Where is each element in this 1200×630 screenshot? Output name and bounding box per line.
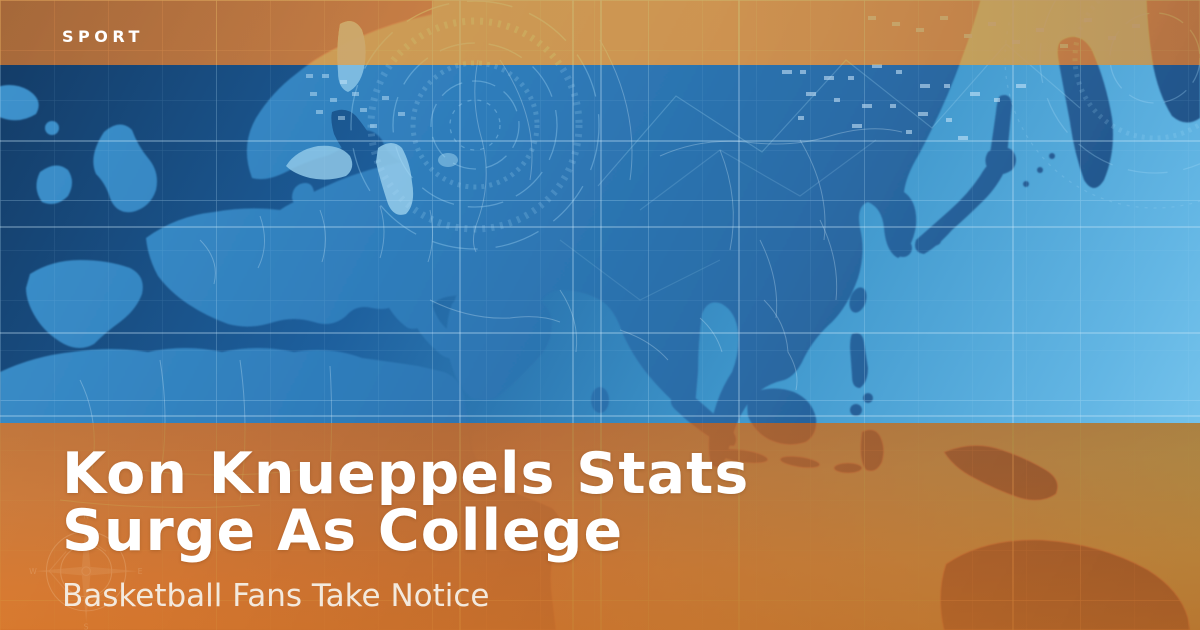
compass-s-label: S <box>84 622 89 630</box>
headline-overlay <box>0 423 1200 630</box>
category-band-wash <box>0 0 1200 65</box>
compass-rose-icon: N E S W <box>29 513 143 630</box>
category-label: SPORT <box>62 27 144 46</box>
compass-w-label: W <box>29 567 37 576</box>
headline-line-2: Surge As College <box>62 498 624 564</box>
subtitle: Basketball Fans Take Notice <box>62 578 490 614</box>
compass-n-label: N <box>83 513 89 521</box>
headline-overlay-wash <box>0 423 1200 630</box>
headline-line-1: Kon Knueppels Stats <box>62 441 750 507</box>
headline: Kon Knueppels Stats Surge As College <box>62 446 1162 560</box>
compass-e-label: E <box>138 567 143 576</box>
category-band <box>0 0 1200 65</box>
